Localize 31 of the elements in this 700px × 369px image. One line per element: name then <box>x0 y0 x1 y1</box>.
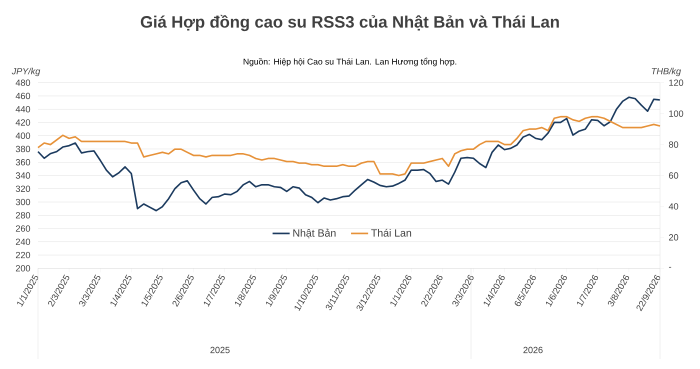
y-tick-label: 340 <box>16 172 30 179</box>
y2-tick-label: 120 <box>669 80 684 86</box>
y-tick-label: 360 <box>16 159 30 166</box>
y2-tick-label: 60 <box>669 172 678 179</box>
line-series <box>37 96 661 212</box>
legend-label: Nhật Bản <box>293 228 336 238</box>
y-tick-label: 240 <box>16 238 30 245</box>
y-axis-title: JPY/kg <box>12 68 40 76</box>
y-tick-label: 460 <box>16 92 30 100</box>
y-tick-label: 420 <box>16 119 30 126</box>
y-tick-label: 320 <box>16 186 30 192</box>
y-tick-label: 220 <box>16 252 30 258</box>
chart-title: Giá Hợp đồng cao su RSS3 của Nhật Bản và Thái Lan <box>140 14 559 32</box>
y2-tick-label: 40 <box>668 203 678 210</box>
y2-tick-label: 100 <box>669 110 684 117</box>
y-tick-label: 200 <box>16 265 30 272</box>
y-tick-label: 300 <box>16 198 30 206</box>
y-tick-label: 480 <box>16 80 30 86</box>
y-tick-label: 280 <box>16 212 30 218</box>
chart-subtitle: Nguồn: Hiệp hội Cao su Thái Lan. Lan Hương tổng hợp. <box>244 58 456 66</box>
y2-axis-title: THB/kg <box>652 68 681 76</box>
y-tick-label: 380 <box>16 146 30 152</box>
y-tick-label: 440 <box>16 106 30 112</box>
y-tick-label: 260 <box>16 225 30 232</box>
legend-label: Thái Lan <box>371 228 412 237</box>
y2-tick-label: - <box>668 266 672 268</box>
text: 2025 <box>210 346 230 354</box>
text: 2026 <box>523 346 543 354</box>
y2-tick-label: 80 <box>668 141 678 148</box>
y2-tick-label: 20 <box>669 234 678 241</box>
y-tick-label: 400 <box>16 132 30 139</box>
